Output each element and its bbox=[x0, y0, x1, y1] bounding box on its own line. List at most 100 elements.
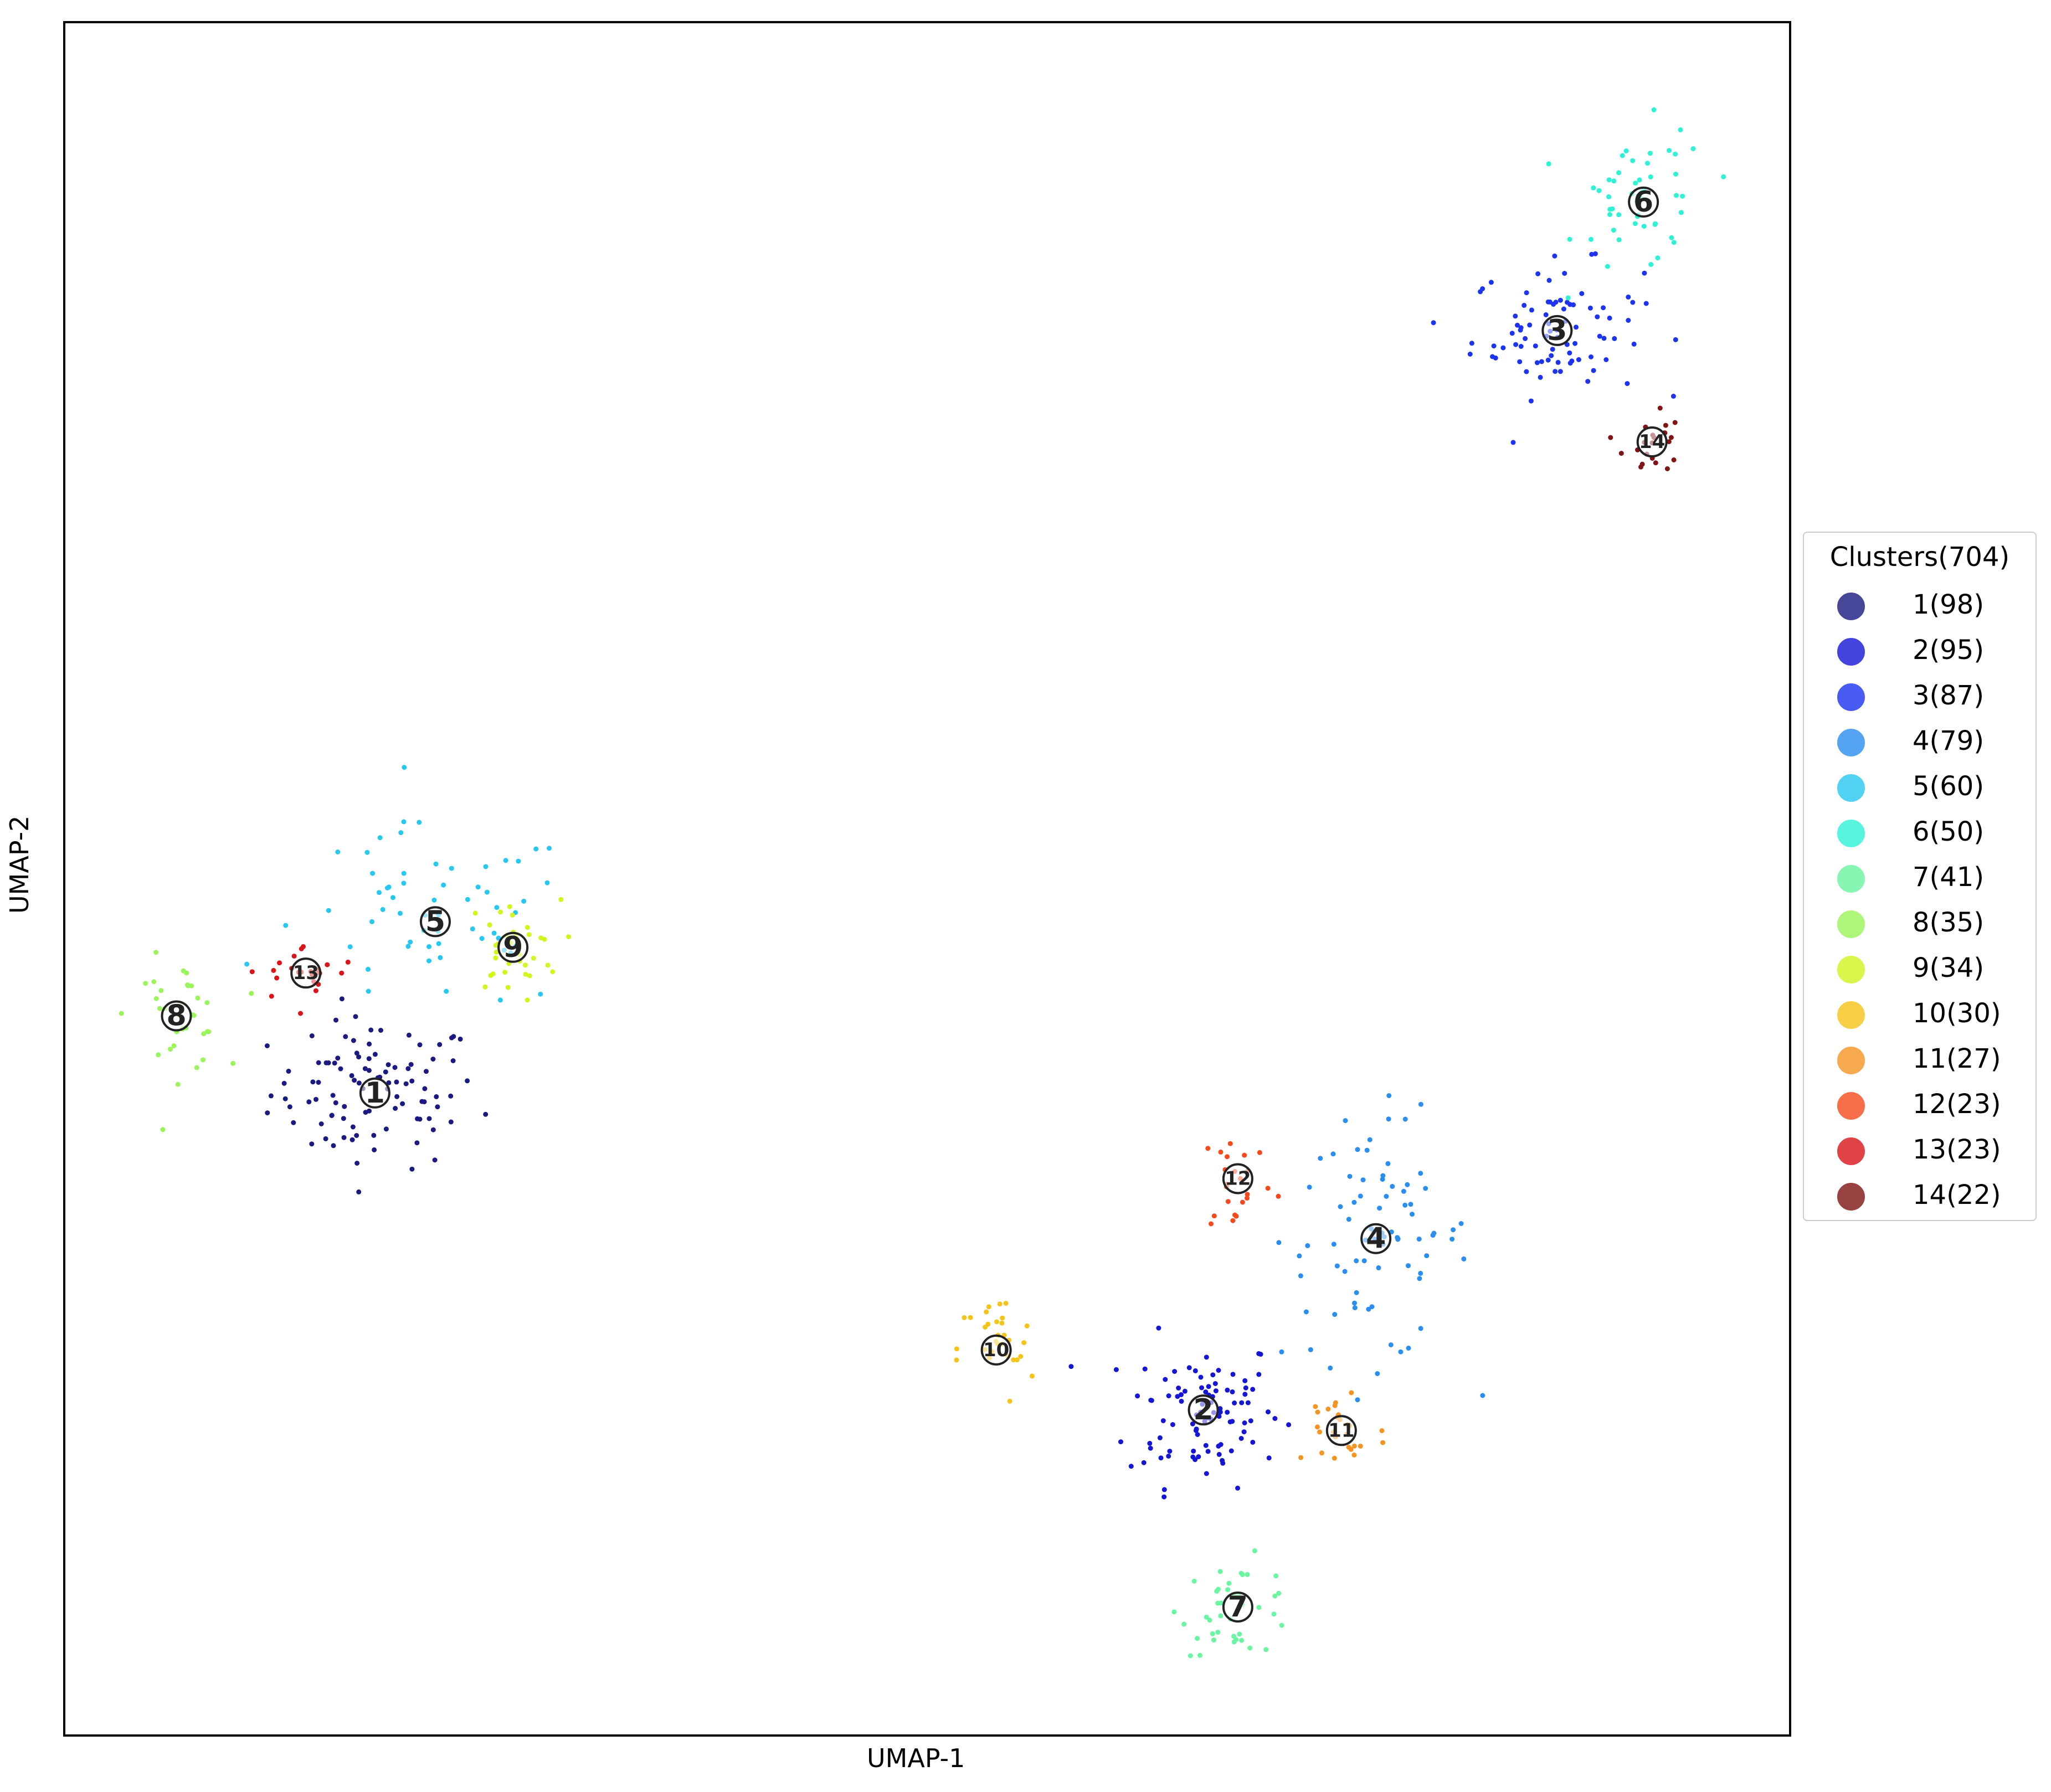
scatter-point bbox=[1211, 1637, 1216, 1642]
scatter-point bbox=[1630, 300, 1636, 305]
cluster-label-ring bbox=[1222, 1591, 1253, 1623]
scatter-point bbox=[1642, 270, 1647, 276]
scatter-point bbox=[1273, 1573, 1279, 1579]
scatter-point bbox=[1217, 1569, 1223, 1574]
scatter-point bbox=[366, 966, 371, 972]
scatter-point bbox=[1669, 235, 1674, 240]
scatter-point bbox=[1231, 1639, 1237, 1645]
scatter-point bbox=[1358, 1193, 1363, 1199]
cluster-label-text: 11 bbox=[1328, 1419, 1354, 1441]
scatter-point bbox=[1347, 1173, 1353, 1179]
scatter-point bbox=[366, 988, 371, 994]
scatter-point bbox=[1166, 1393, 1171, 1399]
scatter-point bbox=[1328, 1365, 1333, 1371]
scatter-point bbox=[1424, 1253, 1430, 1259]
scatter-point bbox=[343, 1034, 348, 1039]
scatter-point bbox=[1690, 146, 1696, 151]
scatter-point bbox=[435, 1104, 440, 1110]
scatter-point bbox=[1377, 1206, 1382, 1211]
legend-marker bbox=[1837, 865, 1865, 893]
scatter-point bbox=[408, 1062, 414, 1067]
scatter-point bbox=[1416, 1237, 1422, 1242]
scatter-point bbox=[1596, 188, 1602, 193]
scatter-point bbox=[1549, 353, 1554, 358]
scatter-point bbox=[298, 1011, 303, 1016]
scatter-point bbox=[1431, 1230, 1437, 1236]
legend-item: 8(35) bbox=[1804, 904, 2035, 946]
scatter-point bbox=[405, 1066, 411, 1072]
scatter-point bbox=[335, 1055, 341, 1061]
scatter-point bbox=[377, 835, 383, 841]
scatter-point bbox=[318, 1121, 324, 1126]
scatter-point bbox=[1231, 1634, 1237, 1639]
scatter-point bbox=[1601, 305, 1606, 311]
scatter-point bbox=[1176, 1386, 1181, 1391]
scatter-point bbox=[1631, 341, 1637, 347]
scatter-point bbox=[1509, 331, 1515, 336]
cluster-label-ring bbox=[161, 1000, 192, 1032]
scatter-point bbox=[434, 1094, 439, 1099]
scatter-point bbox=[1611, 228, 1616, 233]
scatter-point bbox=[1603, 357, 1609, 362]
scatter-point bbox=[335, 849, 341, 854]
cluster-label-text: 10 bbox=[983, 1339, 1009, 1361]
scatter-point bbox=[1203, 1443, 1209, 1448]
cluster-label-14: 14 bbox=[1636, 426, 1668, 458]
scatter-point bbox=[1245, 1572, 1250, 1577]
scatter-point bbox=[1648, 262, 1654, 267]
scatter-point bbox=[1226, 1580, 1232, 1586]
scatter-point bbox=[1608, 435, 1613, 440]
scatter-point bbox=[1298, 1455, 1304, 1460]
scatter-point bbox=[1364, 1147, 1370, 1153]
scatter-point bbox=[349, 1073, 354, 1078]
scatter-point bbox=[201, 1031, 207, 1037]
scatter-point bbox=[1591, 185, 1596, 190]
scatter-point bbox=[1346, 1217, 1351, 1222]
scatter-point bbox=[1648, 174, 1653, 179]
scatter-point bbox=[503, 858, 508, 863]
scatter-point bbox=[1664, 466, 1670, 471]
scatter-point bbox=[332, 1060, 337, 1066]
legend-marker bbox=[1837, 683, 1865, 711]
scatter-point bbox=[1210, 1372, 1216, 1378]
scatter-point bbox=[347, 944, 353, 950]
scatter-point bbox=[277, 960, 282, 966]
scatter-point bbox=[1225, 1387, 1230, 1393]
scatter-point bbox=[1524, 290, 1529, 296]
scatter-point bbox=[313, 1096, 318, 1102]
scatter-point bbox=[1406, 1263, 1411, 1269]
scatter-point bbox=[1632, 221, 1638, 226]
scatter-point bbox=[1630, 158, 1636, 163]
scatter-point bbox=[1610, 206, 1615, 212]
scatter-point bbox=[1545, 299, 1551, 305]
legend: Clusters(704) 1(98) 2(95) 3(87) 4(79) 5(60) 6… bbox=[1803, 532, 2037, 1221]
scatter-point bbox=[394, 1094, 400, 1099]
scatter-point bbox=[448, 1119, 454, 1125]
scatter-point bbox=[1405, 1182, 1410, 1187]
cluster-label-text: 7 bbox=[1228, 1590, 1248, 1624]
scatter-point bbox=[1375, 1371, 1380, 1376]
scatter-point bbox=[1667, 148, 1672, 153]
scatter-point bbox=[339, 996, 345, 1002]
scatter-point bbox=[523, 971, 528, 977]
scatter-point bbox=[1612, 336, 1617, 341]
legend-marker bbox=[1837, 820, 1865, 847]
scatter-point bbox=[1170, 1422, 1175, 1427]
scatter-point bbox=[1276, 1590, 1282, 1596]
scatter-point bbox=[1384, 1193, 1389, 1199]
scatter-point bbox=[1000, 1315, 1005, 1321]
scatter-point bbox=[1014, 1357, 1020, 1363]
scatter-point bbox=[1557, 297, 1563, 303]
scatter-point bbox=[368, 1027, 374, 1033]
plot-frame bbox=[63, 21, 1791, 1737]
scatter-point bbox=[1157, 1435, 1163, 1440]
scatter-point bbox=[186, 983, 191, 988]
scatter-point bbox=[1188, 1653, 1193, 1659]
scatter-point bbox=[1163, 1377, 1168, 1382]
scatter-point bbox=[1243, 1385, 1248, 1391]
scatter-point bbox=[1313, 1404, 1318, 1409]
cluster-label-text: 6 bbox=[1633, 186, 1653, 219]
legend-label: 9(34) bbox=[1913, 952, 1985, 983]
scatter-point bbox=[1225, 1587, 1231, 1593]
x-axis-label: UMAP-1 bbox=[867, 1743, 965, 1773]
